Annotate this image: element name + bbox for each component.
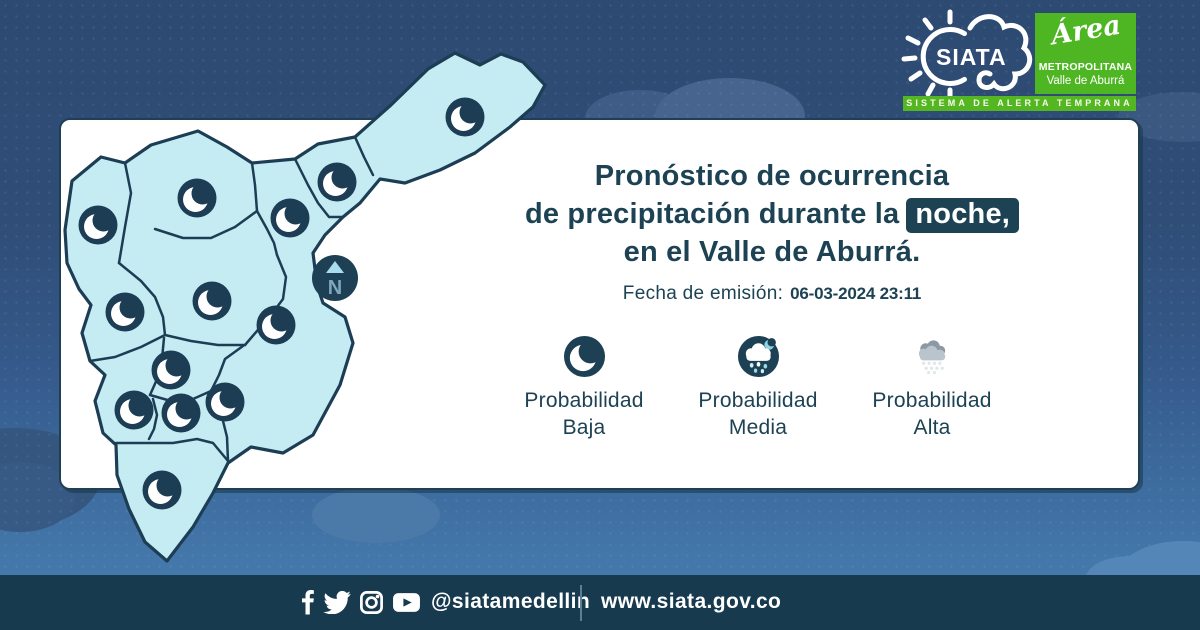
map-marker-moon-icon bbox=[151, 350, 191, 390]
map-marker-moon-icon bbox=[192, 281, 232, 321]
title-line1: Pronóstico de ocurrencia bbox=[594, 160, 950, 192]
cloud-drizzle-moon-icon bbox=[737, 335, 779, 378]
legend-label: Probabilidad Baja bbox=[524, 389, 644, 439]
website-url[interactable]: www.siata.gov.co bbox=[601, 590, 782, 613]
map-marker-moon-icon bbox=[177, 178, 217, 218]
social-handle[interactable]: @siatamedellin bbox=[431, 590, 591, 613]
social-icons bbox=[301, 589, 421, 615]
title-highlight-noche: noche, bbox=[906, 198, 1020, 233]
legend-item-alta: Probabilidad Alta bbox=[848, 335, 1016, 441]
footer-bar bbox=[0, 575, 1200, 630]
legend-label: Probabilidad Media bbox=[698, 389, 818, 439]
map-marker-moon-icon bbox=[78, 205, 118, 245]
map-marker-moon-icon bbox=[317, 162, 357, 202]
footer-divider bbox=[580, 585, 582, 621]
forecast-title: Pronóstico de ocurrencia de precipitació… bbox=[470, 157, 1074, 271]
probability-legend: Probabilidad Baja Probabilidad Media bbox=[500, 335, 1016, 441]
facebook-icon[interactable] bbox=[301, 589, 315, 615]
map-marker-moon-icon bbox=[256, 305, 296, 345]
valle-aburra-map: N bbox=[63, 51, 547, 563]
area-line3: Valle de Aburrá bbox=[1046, 75, 1125, 87]
title-line3: en el Valle de Aburrá. bbox=[623, 236, 921, 268]
north-compass-icon: N bbox=[312, 255, 358, 301]
siata-logo-text: SIATA bbox=[936, 44, 1007, 70]
emission-date-line: Fecha de emisión: 06-03-2024 23:11 bbox=[470, 283, 1074, 305]
twitter-icon[interactable] bbox=[323, 590, 351, 614]
cloud-heavy-rain-icon bbox=[918, 340, 945, 375]
map-marker-moon-icon bbox=[270, 198, 310, 238]
map-region-outline bbox=[63, 51, 547, 563]
emission-datetime: 06-03-2024 23:11 bbox=[790, 284, 922, 303]
map-marker-moon-icon bbox=[105, 292, 145, 332]
siata-logo: SIATA bbox=[901, 9, 1033, 100]
emission-label: Fecha de emisión: bbox=[622, 283, 784, 304]
title-line2-prefix: de precipitación durante la bbox=[524, 198, 900, 230]
map-marker-moon-icon bbox=[142, 470, 182, 510]
sun-circle-icon bbox=[920, 27, 967, 86]
area-script-text: Área bbox=[1049, 9, 1123, 52]
map-marker-moon-icon bbox=[205, 382, 245, 422]
legend-item-baja: Probabilidad Baja bbox=[500, 335, 668, 441]
map-marker-layer bbox=[78, 97, 485, 510]
cloud-outline-icon bbox=[967, 14, 1033, 92]
map-marker-moon-icon bbox=[114, 390, 154, 430]
alert-banner: SISTEMA DE ALERTA TEMPRANA bbox=[903, 96, 1136, 111]
area-metropolitana-logo: Área METROPOLITANA Valle de Aburrá bbox=[1035, 9, 1136, 94]
sun-rays-icon bbox=[901, 9, 953, 100]
legend-item-media: Probabilidad Media bbox=[674, 335, 842, 441]
youtube-icon[interactable] bbox=[392, 591, 421, 614]
map-marker-moon-icon bbox=[161, 393, 201, 433]
legend-label: Probabilidad Alta bbox=[872, 389, 992, 439]
north-label: N bbox=[328, 277, 342, 299]
cloud-shape bbox=[312, 487, 440, 543]
instagram-icon[interactable] bbox=[359, 590, 384, 615]
map-marker-moon-icon bbox=[445, 97, 485, 137]
moon-icon bbox=[563, 335, 605, 378]
area-line2: METROPOLITANA bbox=[1038, 61, 1133, 73]
